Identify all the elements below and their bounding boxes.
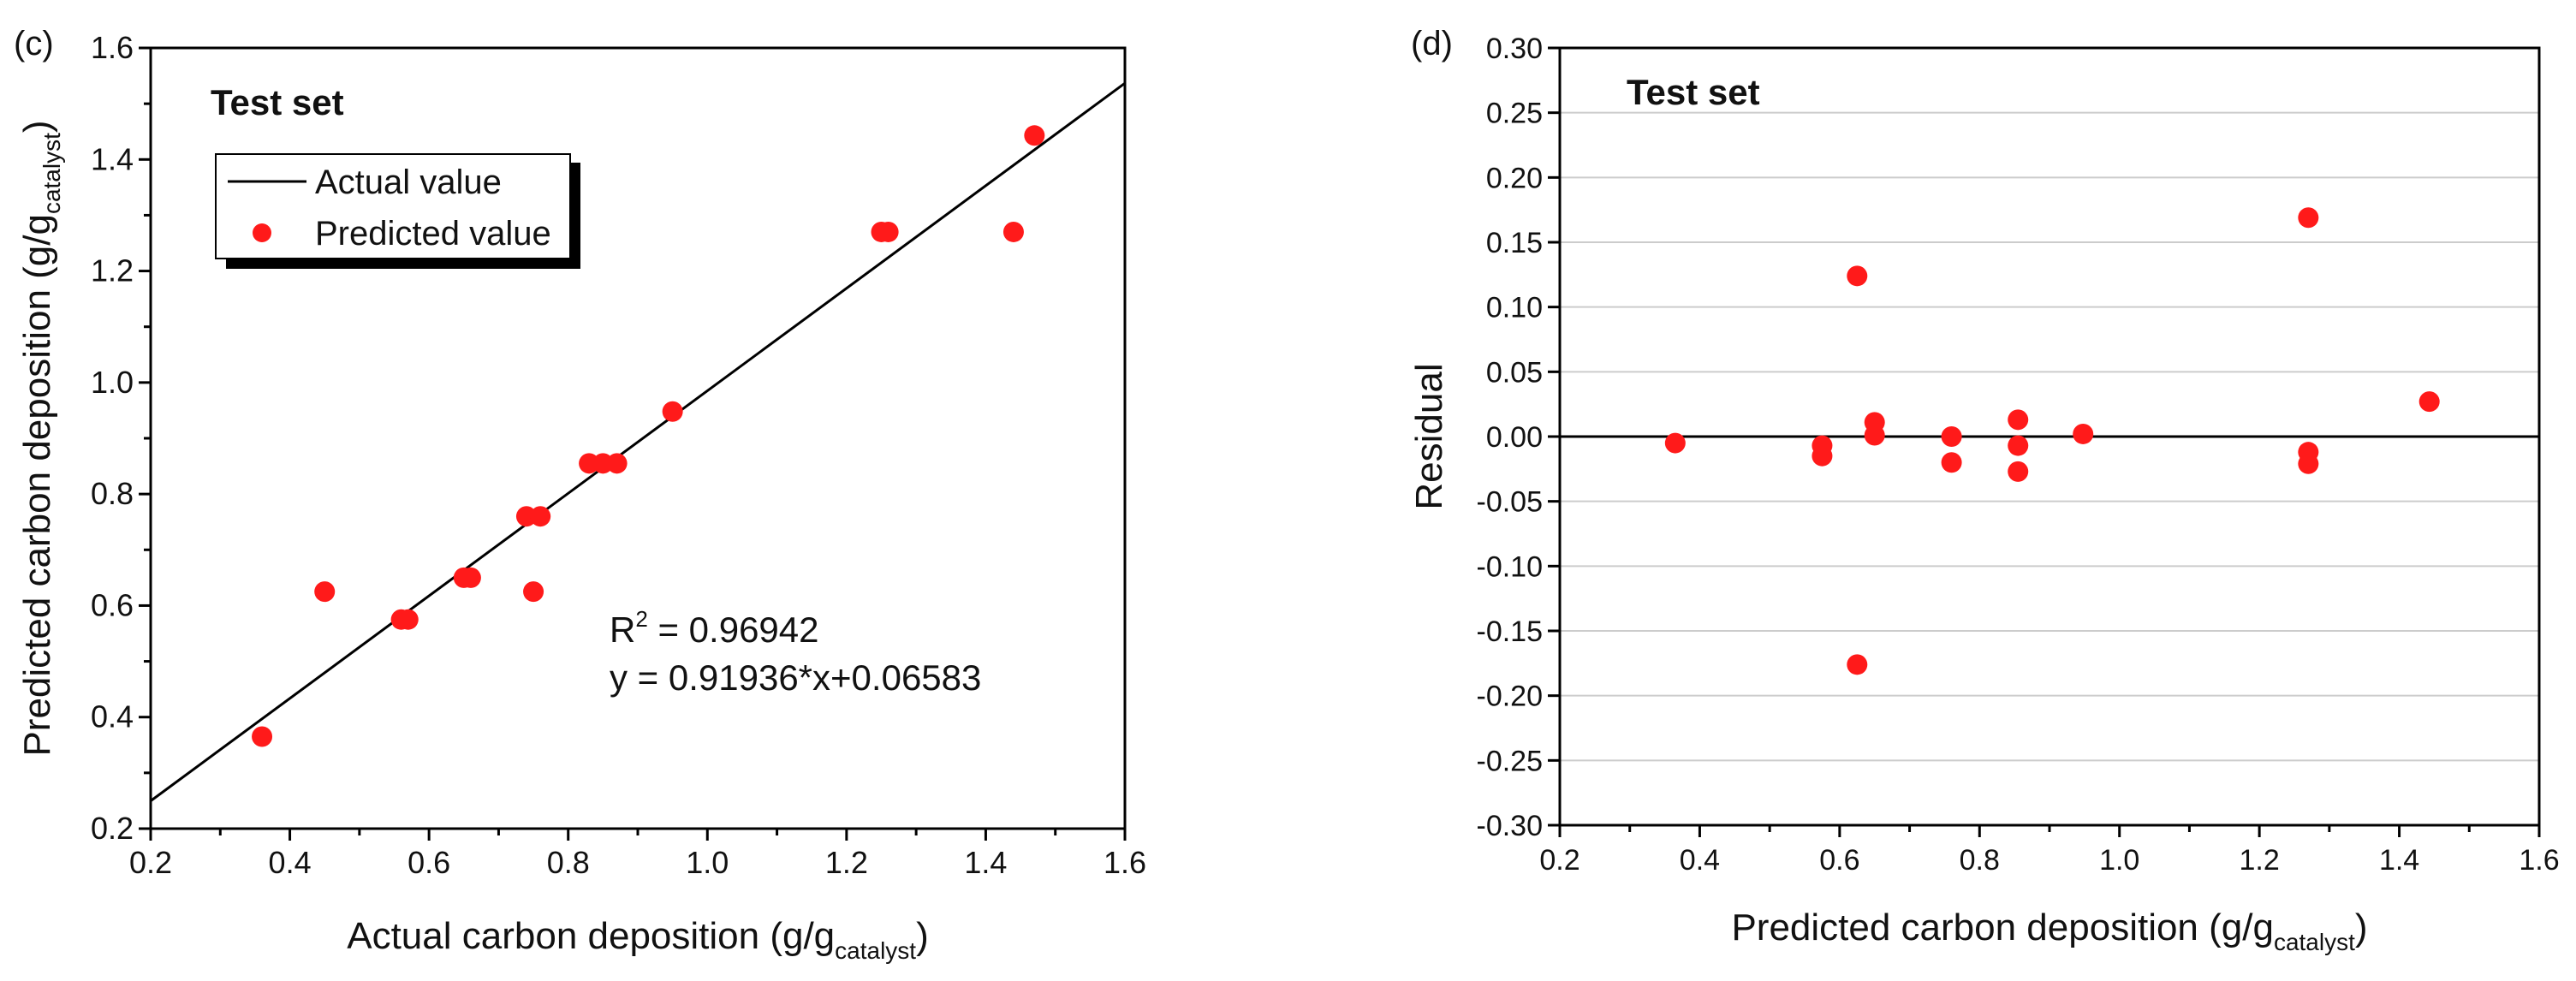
legend-circle-marker [253,223,271,242]
data-point [252,726,273,747]
x-tick-label: 0.8 [547,845,590,880]
y-tick-label: 1.6 [91,30,134,65]
y-tick-label: 0.05 [1486,356,1543,389]
x-tick-label: 0.4 [269,845,312,880]
y-tick-label: -0.10 [1477,550,1544,583]
data-point [523,581,544,603]
y-tick-label: 0.25 [1486,98,1543,130]
y-tick-label: 0.00 [1486,421,1543,454]
data-point [2073,423,2094,444]
y-tick-label: 1.2 [91,253,134,288]
x-tick-label: 0.2 [129,845,172,880]
data-point [1002,221,1024,242]
data-point [397,609,419,630]
panel-c: (c) 0.2 0.4 0.6 0.8 1.0 1.2 1.4 1.6 0.20.40.60.… [14,25,1146,964]
data-point [1847,654,1868,675]
x-axis-ticks: 0.2 0.4 0.6 0.8 1.0 1.2 1.4 1.6 [129,829,1146,880]
legend: Actual value Predicted value [215,153,580,269]
chart-title: Test set [1627,72,1760,112]
panel-label: (c) [14,25,54,62]
data-point [1941,452,1962,473]
data-point [2008,435,2029,456]
x-tick-label: 1.0 [2099,844,2139,877]
fit-line [150,81,1126,802]
panel-label: (d) [1411,25,1453,62]
y-tick-label: 0.20 [1486,162,1543,194]
data-point [530,506,551,527]
x-tick-label: 0.6 [408,845,450,880]
panel-d: (d) 0.2 0.4 0.6 0.8 1.0 1.2 1.4 1.6 -0.30-0.25-… [1408,25,2560,955]
data-point [1847,265,1868,287]
y-axis-ticks: 0.2 0.4 0.6 0.8 1.0 1.2 1.4 1.6 [91,30,151,846]
x-tick-label: 1.2 [825,845,868,880]
data-point [1812,445,1833,467]
x-tick-label: 1.2 [2240,844,2280,877]
x-tick-label: 1.0 [686,845,729,880]
data-point [1664,432,1686,454]
y-tick-label: 0.4 [91,699,134,734]
chart-title: Test set [211,82,344,122]
y-tick-label: -0.30 [1477,810,1544,842]
equation-text: y = 0.91936*x+0.06583 [610,657,981,698]
legend-box [215,153,571,259]
x-tick-label: 0.2 [1539,844,1580,877]
y-tick-label: -0.15 [1477,615,1544,648]
y-tick-label: 1.4 [91,141,134,176]
x-axis-label: Predicted carbon deposition (g/gcatalyst… [1731,907,2367,955]
fit-annotation: R2 = 0.96942 y = 0.91936*x+0.06583 [610,606,981,698]
grid-lines [1560,47,2539,826]
x-tick-label: 0.4 [1680,844,1720,877]
r-squared-text: R2 = 0.96942 [610,606,819,650]
legend-item-actual: Actual value [315,164,502,201]
data-marks [150,81,1126,802]
data-point [878,221,899,242]
y-tick-label: -0.05 [1477,486,1544,519]
data-point [460,567,481,588]
y-tick-label: -0.20 [1477,681,1544,713]
y-tick-label: 0.8 [91,476,134,511]
data-point [2418,391,2440,413]
data-point [606,453,628,474]
data-marks [1664,207,2440,675]
data-point [1864,425,1885,446]
data-point [1941,426,1962,447]
legend-item-predicted: Predicted value [315,215,551,253]
data-point [2298,207,2319,229]
x-axis-label: Actual carbon deposition (g/gcatalyst) [347,915,929,964]
x-tick-label: 0.6 [1819,844,1859,877]
y-tick-label: 0.15 [1486,227,1543,259]
x-tick-label: 1.6 [2519,844,2559,877]
data-point [2008,461,2029,482]
x-axis-ticks: 0.2 0.4 0.6 0.8 1.0 1.2 1.4 1.6 [1539,825,2560,877]
data-point [1024,125,1045,146]
y-tick-label: -0.25 [1477,745,1544,777]
y-tick-label: 0.2 [91,811,134,846]
y-tick-label: 0.10 [1486,292,1543,324]
x-tick-label: 0.8 [1960,844,2000,877]
data-point [314,581,336,603]
data-point [2298,453,2319,474]
y-axis-label: Residual [1408,363,1450,509]
y-tick-label: 1.0 [91,365,134,400]
y-axis-label: Predicted carbon deposition (g/gcatalyst… [16,120,65,756]
data-point [2008,409,2029,431]
x-tick-label: 1.4 [2379,844,2419,877]
x-tick-label: 1.6 [1104,845,1146,880]
y-axis-ticks: -0.30 -0.25 -0.20 -0.15 -0.10 -0.05 0.00 0.05 0.… [1477,33,1560,842]
x-tick-label: 1.4 [964,845,1007,880]
y-tick-label: 0.6 [91,587,134,622]
data-point [662,401,683,422]
y-tick-label: 0.30 [1486,33,1543,65]
